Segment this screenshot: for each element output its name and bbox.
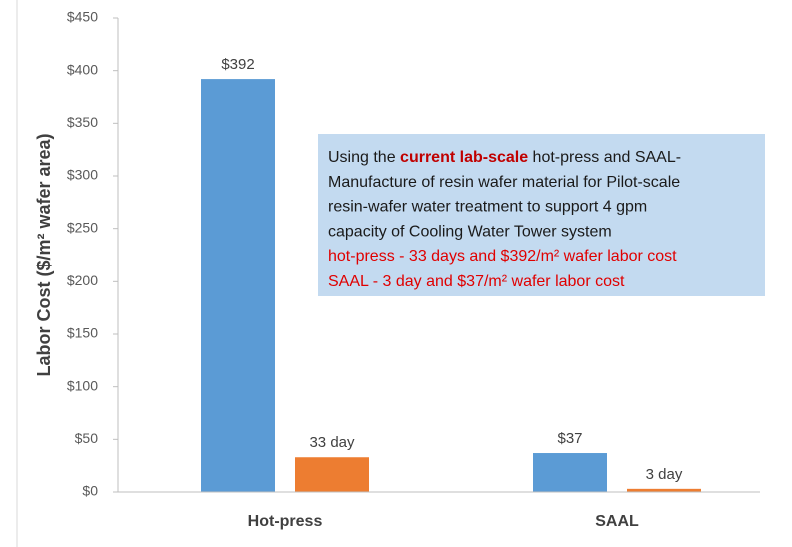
annotation-text: capacity of Cooling Water Tower system (328, 224, 612, 241)
annotation-box (318, 134, 765, 296)
bar (295, 457, 369, 492)
y-tick-label: $300 (67, 167, 98, 183)
annotation-text: hot-press - 33 days and $392/m² wafer la… (328, 248, 677, 265)
value-label: 33 day (309, 434, 355, 451)
x-tick-label: SAAL (595, 513, 639, 530)
x-tick-label: Hot-press (248, 513, 323, 530)
annotation-text: SAAL - 3 day and $37/m² wafer labor cost (328, 273, 625, 290)
value-label: 3 day (646, 466, 683, 483)
annotation-text: current lab-scale (400, 149, 528, 166)
value-label: $37 (557, 430, 582, 447)
y-tick-label: $400 (67, 61, 98, 77)
annotation-line: hot-press - 33 days and $392/m² wafer la… (328, 248, 677, 265)
y-tick-label: $50 (75, 430, 99, 446)
y-tick-label: $0 (82, 483, 98, 499)
annotation-line: resin-wafer water treatment to support 4… (328, 199, 647, 216)
annotation-line: SAAL - 3 day and $37/m² wafer labor cost (328, 273, 625, 290)
y-tick-label: $450 (67, 9, 98, 25)
y-tick-label: $350 (67, 114, 98, 130)
y-tick-label: $250 (67, 219, 98, 235)
value-label: $392 (221, 56, 254, 73)
annotation-text: Using the (328, 149, 400, 166)
y-axis-label: Labor Cost ($/m² wafer area) (34, 133, 54, 376)
annotation-text: hot-press and SAAL- (528, 149, 681, 166)
y-tick-label: $150 (67, 325, 98, 341)
bar (627, 488, 701, 492)
bar (201, 79, 275, 493)
bar (533, 453, 607, 492)
annotation-line: capacity of Cooling Water Tower system (328, 224, 612, 241)
annotation-line: Using the current lab-scale hot-press an… (328, 149, 681, 166)
annotation-text: resin-wafer water treatment to support 4… (328, 199, 647, 216)
annotation-text: Manufacture of resin wafer material for … (328, 174, 680, 191)
y-tick-label: $200 (67, 272, 98, 288)
y-tick-label: $100 (67, 377, 98, 393)
annotation-line: Manufacture of resin wafer material for … (328, 174, 680, 191)
